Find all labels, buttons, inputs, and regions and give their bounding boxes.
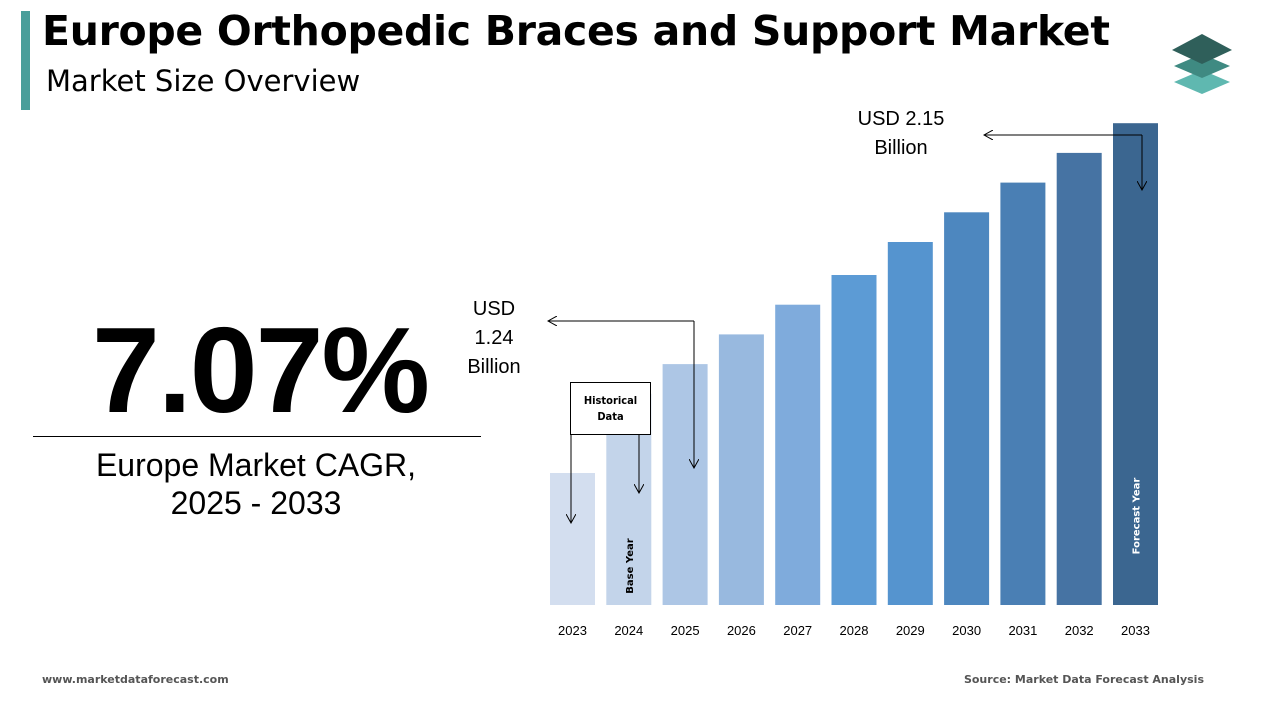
- x-tick-label: 2032: [1065, 623, 1094, 638]
- historical-line2: Data: [597, 409, 624, 423]
- start-value-callout: USD 1.24 Billion: [456, 295, 532, 382]
- start-value-line2: 1.24: [474, 327, 514, 349]
- start-value-line3: Billion: [467, 356, 521, 378]
- layers-logo-icon: [1172, 34, 1232, 94]
- bar-2030: [944, 212, 990, 606]
- x-tick-label: 2024: [614, 623, 643, 638]
- bar-2025: [662, 364, 708, 605]
- cagr-value: 7.07%: [92, 302, 430, 438]
- x-tick-label: 2030: [952, 623, 981, 638]
- start-value-line1: USD: [472, 298, 516, 320]
- source-note: Source: Market Data Forecast Analysis: [963, 673, 1204, 686]
- historical-line1: Historical: [583, 393, 638, 407]
- end-value-line2: Billion: [874, 137, 928, 159]
- x-tick-label: 2026: [727, 623, 756, 638]
- x-tick-label: 2033: [1121, 623, 1150, 638]
- website-url: www.marketdataforecast.com: [42, 673, 229, 686]
- page-subtitle: Market Size Overview: [46, 64, 361, 98]
- cagr-label-line1: Europe Market CAGR,: [95, 447, 417, 483]
- historical-data-box: Historical Data: [570, 382, 651, 435]
- page-title: Europe Orthopedic Braces and Support Mar…: [42, 7, 1110, 55]
- bar-2028: [831, 275, 877, 605]
- title-accent-bar: [21, 11, 30, 110]
- bar-2032: [1056, 152, 1102, 605]
- bar-2023: [550, 473, 595, 605]
- cagr-divider: [33, 436, 481, 437]
- cagr-label: Europe Market CAGR, 2025 - 2033: [30, 446, 482, 522]
- x-tick-label: 2031: [1008, 623, 1037, 638]
- forecast-year-label: Forecast Year: [1132, 478, 1143, 555]
- x-tick-label: 2029: [896, 623, 925, 638]
- x-tick-label: 2028: [840, 623, 869, 638]
- bar-2026: [718, 334, 764, 605]
- end-value-callout: USD 2.15 Billion: [846, 105, 956, 163]
- cagr-label-line2: 2025 - 2033: [170, 485, 342, 521]
- x-tick-label: 2023: [558, 623, 587, 638]
- end-value-line1: USD 2.15: [857, 108, 945, 130]
- bar-2029: [887, 242, 933, 605]
- bar-2027: [775, 304, 821, 605]
- bar-2033: [1113, 123, 1158, 605]
- bar-2031: [1000, 182, 1046, 605]
- x-tick-label: 2025: [671, 623, 700, 638]
- base-year-label: Base Year: [625, 538, 636, 593]
- x-tick-label: 2027: [783, 623, 812, 638]
